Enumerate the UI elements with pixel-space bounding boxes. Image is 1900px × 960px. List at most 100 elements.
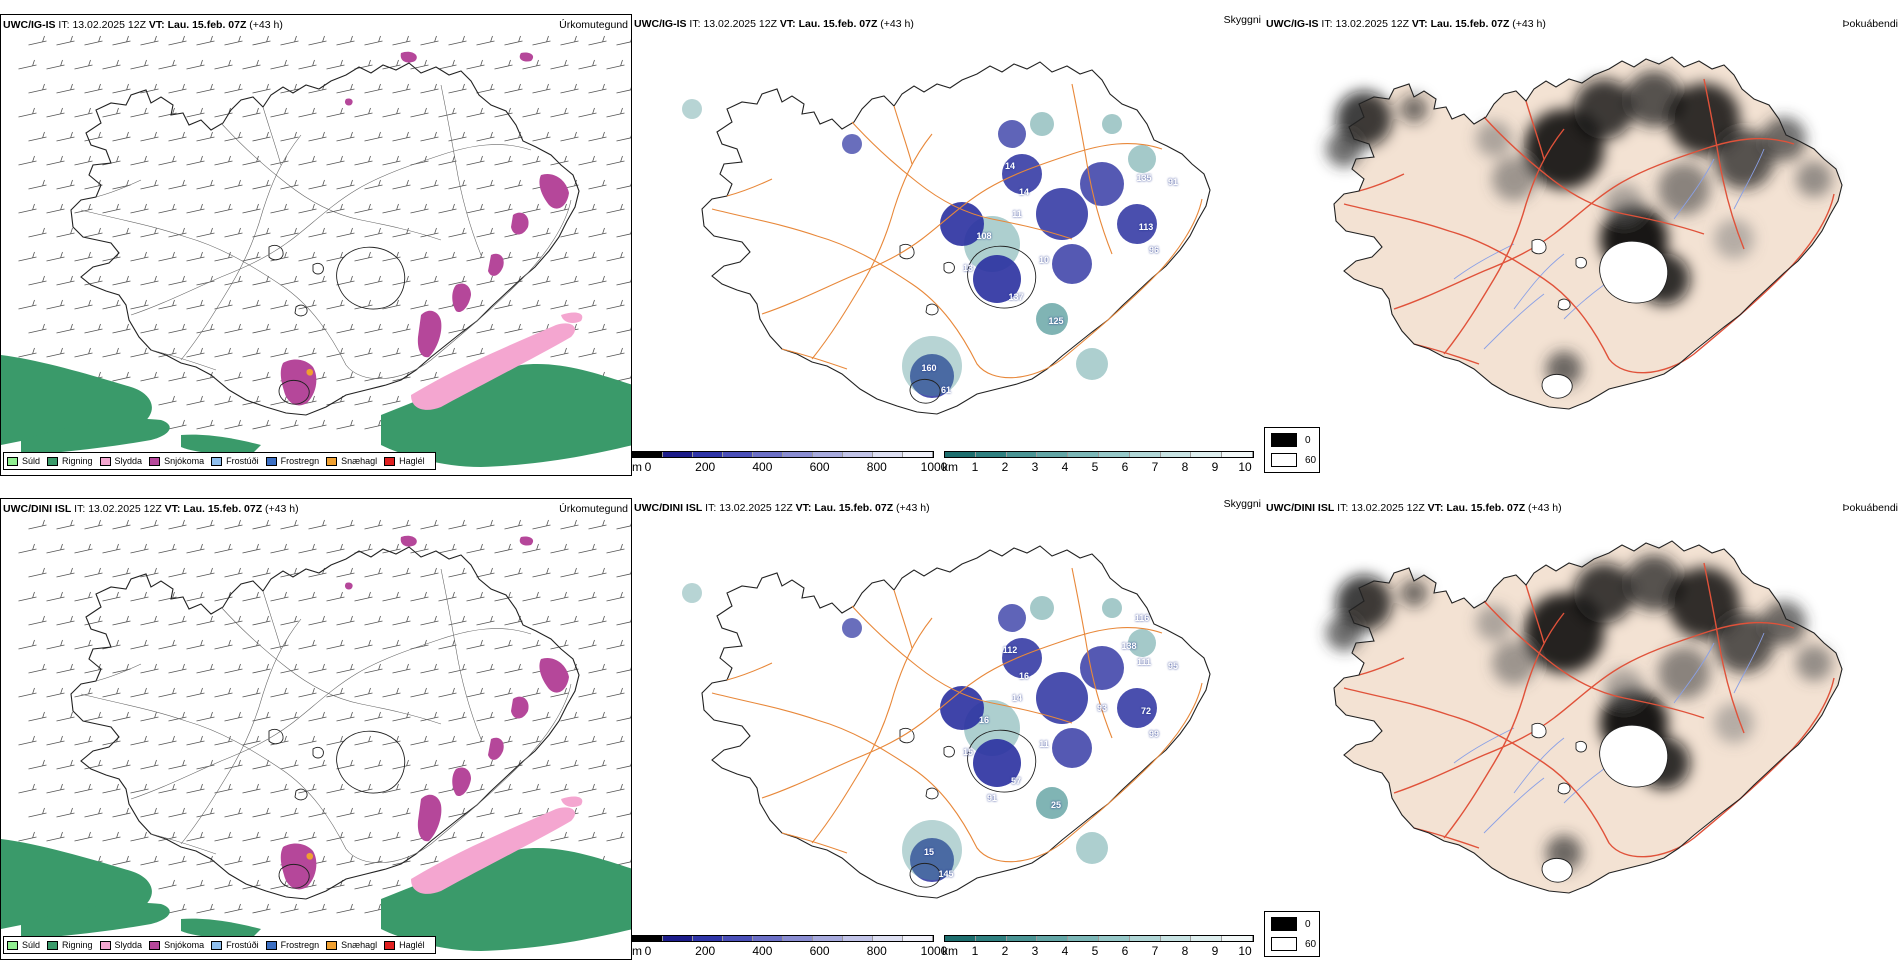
wind-barb: [112, 663, 131, 674]
river-line: [1733, 632, 1765, 694]
wind-barb: [186, 783, 205, 794]
wind-barb: [140, 323, 159, 334]
wind-barb: [298, 155, 317, 166]
wind-barb: [298, 639, 317, 650]
colorbar-cell: [663, 452, 693, 457]
wind-barb: [494, 591, 513, 602]
legend-swatch: [211, 940, 223, 950]
wind-barb: [102, 59, 121, 70]
wind-barb: [308, 419, 327, 430]
wind-barb: [438, 155, 457, 166]
wind-barb: [354, 107, 373, 118]
wind-barb: [112, 759, 131, 770]
glacier-outline: [943, 261, 955, 274]
wind-barb: [392, 663, 411, 674]
colorbar-cell: [1098, 936, 1130, 941]
wind-barb: [382, 59, 401, 70]
wind-barb: [448, 227, 467, 238]
wind-barb: [550, 783, 569, 794]
wind-barb: [28, 519, 47, 530]
glacier-outline: [268, 728, 284, 745]
colorbar-tick-label: 200: [695, 944, 716, 958]
colorbar-tick-label: 800: [866, 944, 887, 958]
wind-barb: [158, 395, 177, 406]
wind-barb: [616, 135, 631, 142]
legend-label: Snjókoma: [164, 456, 205, 466]
glacier-outline: [943, 745, 955, 758]
wind-barb: [252, 419, 271, 430]
wind-barb: [280, 35, 299, 46]
colorbar-tick-label: 1: [971, 944, 979, 958]
wind-barb: [392, 615, 411, 626]
wind-barb: [308, 519, 327, 530]
wind-barb: [280, 615, 299, 626]
wind-barb: [364, 711, 383, 722]
wind-barb: [606, 299, 625, 310]
legend-item: Haglél: [384, 940, 425, 950]
wind-barb: [84, 83, 103, 94]
rain-area: [381, 364, 631, 467]
road-line: [1703, 78, 1745, 250]
wind-barb: [420, 663, 439, 674]
legend-item: Slydda: [99, 940, 142, 950]
wind-barb: [522, 107, 541, 118]
visibility-map: [682, 61, 1211, 415]
legend-item: Snæhagl: [326, 940, 377, 950]
panel-title: Þokuábendi: [1842, 18, 1898, 30]
wind-barb: [112, 615, 131, 626]
wind-barb: [326, 591, 345, 602]
wind-barb: [270, 299, 289, 310]
wind-barb: [158, 639, 177, 650]
colorbar-tick-label: 600: [809, 460, 830, 474]
wind-barb: [364, 275, 383, 286]
wind-barb: [28, 35, 47, 46]
wind-barb: [616, 87, 631, 94]
wind-barb: [532, 759, 551, 770]
wind-barb: [550, 543, 569, 554]
wind-barb: [214, 299, 233, 310]
wind-barb: [102, 299, 121, 310]
colorbar-cell: [1191, 452, 1223, 457]
wind-barb: [196, 519, 215, 530]
fog-indicator-area: [1714, 129, 1774, 189]
wind-barb: [616, 859, 631, 866]
wind-barb: [280, 227, 299, 238]
wind-barb: [280, 323, 299, 334]
wind-barb: [476, 179, 495, 190]
wind-barb: [448, 519, 467, 530]
wind-barb: [354, 783, 373, 794]
lead-time: (+43 h): [249, 19, 283, 31]
snow-area: [452, 283, 471, 313]
wind-barb: [448, 83, 467, 94]
glacier-outline: [1531, 238, 1547, 255]
lead-time: (+43 h): [1512, 18, 1546, 30]
wind-barb: [466, 203, 485, 214]
fog-panel: UWC/IG-IS IT: 13.02.2025 12Z VT: Lau. 15…: [1264, 14, 1900, 476]
legend-swatch: [47, 456, 59, 466]
fog-legend-item: 60: [1271, 453, 1316, 467]
visibility-area: [1076, 348, 1108, 380]
wind-barb: [504, 519, 523, 530]
road-line: [262, 106, 282, 166]
snow-area: [452, 767, 471, 797]
wind-barb: [242, 347, 261, 358]
glacier-outline: [294, 304, 308, 317]
wind-barb: [494, 107, 513, 118]
wind-barb: [476, 807, 495, 818]
wind-barb: [46, 347, 65, 358]
wind-barb: [382, 591, 401, 602]
road-line: [893, 105, 913, 165]
wind-barb: [242, 831, 261, 842]
wind-barb: [336, 663, 355, 674]
wind-barb: [168, 567, 187, 578]
wind-barb: [616, 763, 631, 770]
wind-barb: [410, 687, 429, 698]
visibility-unit: km: [942, 944, 958, 958]
wind-barb: [158, 59, 177, 70]
wind-barb: [214, 687, 233, 698]
wind-barb: [84, 567, 103, 578]
road-line: [1483, 600, 1705, 719]
colorbar-cell: [753, 452, 783, 457]
wind-barb: [588, 179, 607, 190]
wind-barb: [298, 347, 317, 358]
